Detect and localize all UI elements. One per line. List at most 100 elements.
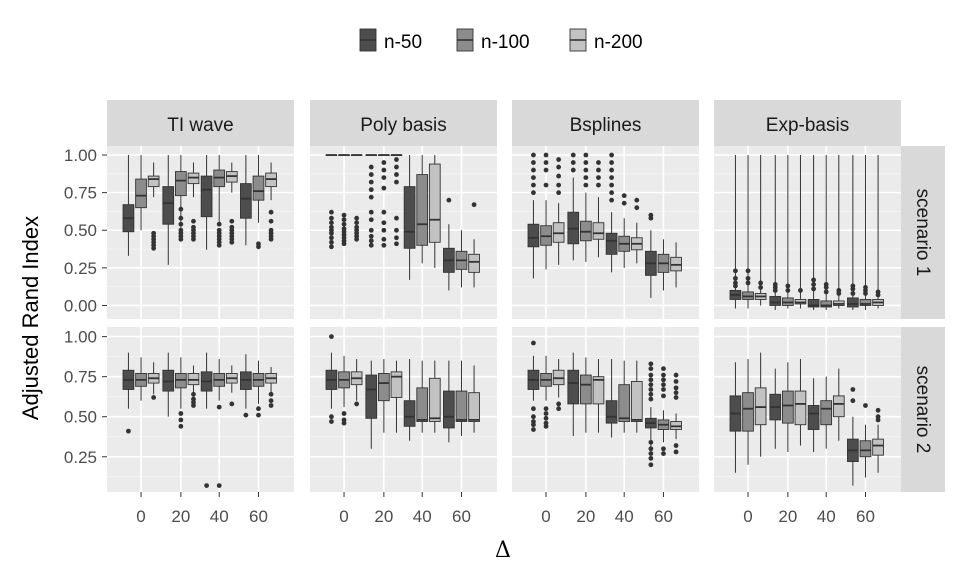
outlier-point: [836, 291, 842, 296]
outlier-point: [648, 446, 654, 452]
strip-label-exp-basis: Exp-basis: [766, 115, 849, 136]
box-n-50-delta-0: [325, 154, 338, 250]
panel-background: [310, 146, 497, 319]
outlier-point: [191, 218, 196, 224]
panel-background: [512, 146, 699, 319]
box-body: [859, 298, 872, 306]
outlier-point: [609, 167, 614, 173]
x-tick-label: 60: [452, 507, 471, 526]
box-n-50-delta-20: [769, 368, 782, 449]
outlier-point: [394, 235, 399, 241]
strip-label-poly-basis: Poly basis: [360, 115, 447, 136]
box-n-200-delta-20: [794, 155, 807, 309]
box-body: [428, 163, 441, 243]
outlier-point: [583, 160, 589, 165]
outlier-point: [381, 236, 387, 242]
outlier-point: [673, 390, 679, 396]
outlier-point: [216, 242, 222, 248]
outlier-point: [178, 215, 184, 221]
outlier-point: [648, 455, 654, 461]
box-n-50-delta-60: [847, 387, 859, 486]
outlier-point: [609, 190, 614, 196]
outlier-point: [543, 160, 549, 165]
outlier-point: [341, 212, 347, 218]
box-body: [807, 405, 820, 430]
outlier-point: [531, 160, 536, 165]
outlier-point: [785, 283, 791, 289]
box-n-100-delta-40: [820, 155, 833, 310]
box-n-200-delta-0: [350, 154, 363, 242]
outlier-point: [648, 366, 654, 372]
outlier-point: [758, 280, 764, 286]
outlier-point: [368, 194, 374, 200]
box-body: [794, 390, 807, 426]
panel-ti-wave-scenario-1: [107, 146, 294, 319]
outlier-point: [621, 193, 627, 199]
outlier-point: [354, 220, 360, 226]
strip-label-bsplines: Bsplines: [570, 115, 642, 136]
legend-item-n-100: n-100: [456, 28, 530, 53]
legend-item-n-200: n-200: [569, 28, 643, 53]
outlier-point: [661, 387, 666, 392]
box-n-100-delta-40: [618, 360, 631, 433]
outlier-point: [758, 285, 764, 290]
x-tick-label: 20: [374, 507, 393, 526]
box-n-200-delta-40: [832, 368, 845, 441]
outlier-point: [661, 372, 666, 378]
box-n-100-delta-0: [135, 357, 147, 401]
outlier-point: [596, 160, 601, 165]
outlier-point: [661, 393, 666, 399]
outlier-point: [368, 238, 374, 244]
panel-exp-basis-scenario-1: [714, 146, 901, 319]
box-n-100-delta-40: [618, 193, 631, 268]
outlier-point: [811, 286, 816, 292]
outlier-point: [583, 152, 589, 158]
outlier-point: [648, 361, 654, 367]
outlier-point: [151, 245, 157, 251]
outlier-point: [583, 167, 589, 173]
y-tick-label: 0.25: [64, 259, 97, 278]
x-tick-label: 40: [615, 507, 634, 526]
outlier-point: [661, 451, 666, 456]
box-n-100-delta-20: [378, 154, 390, 248]
outlier-point: [785, 288, 791, 293]
box-body: [455, 390, 468, 422]
box-n-100-delta-40: [820, 376, 833, 449]
panel-exp-basis-scenario-2: [714, 327, 901, 492]
outlier-point: [381, 167, 387, 173]
y-tick-label: 1.00: [64, 146, 97, 165]
box-n-100-delta-60: [455, 360, 468, 436]
box-body: [832, 395, 845, 418]
strip-scenario-2: [901, 327, 945, 492]
box-n-100-delta-20: [580, 152, 592, 262]
outlier-point: [151, 395, 157, 400]
box-n-100-delta-20: [782, 155, 794, 309]
outlier-point: [381, 209, 387, 215]
x-tick-label: 60: [249, 507, 268, 526]
strip-ti-wave: [107, 100, 294, 146]
box-n-100-delta-60: [252, 155, 265, 250]
outlier-point: [596, 175, 601, 180]
outlier-point: [609, 152, 614, 158]
outlier-point: [648, 451, 654, 456]
outlier-point: [543, 152, 549, 158]
outlier-point: [381, 220, 387, 226]
outlier-point: [875, 292, 881, 298]
outlier-point: [191, 236, 196, 242]
box-body: [443, 390, 455, 429]
outlier-point: [368, 227, 374, 233]
box-n-200-delta-60: [670, 372, 682, 455]
outlier-point: [531, 167, 536, 173]
outlier-point: [673, 443, 679, 448]
outlier-point: [543, 415, 549, 421]
outlier-point: [446, 197, 452, 203]
outlier-point: [556, 157, 562, 162]
outlier-point: [583, 182, 589, 188]
outlier-point: [609, 182, 614, 188]
outlier-point: [531, 182, 536, 188]
outlier-point: [531, 190, 536, 196]
box-body: [428, 377, 441, 422]
outlier-point: [268, 209, 274, 215]
outlier-point: [733, 268, 738, 274]
box-body: [769, 295, 782, 306]
